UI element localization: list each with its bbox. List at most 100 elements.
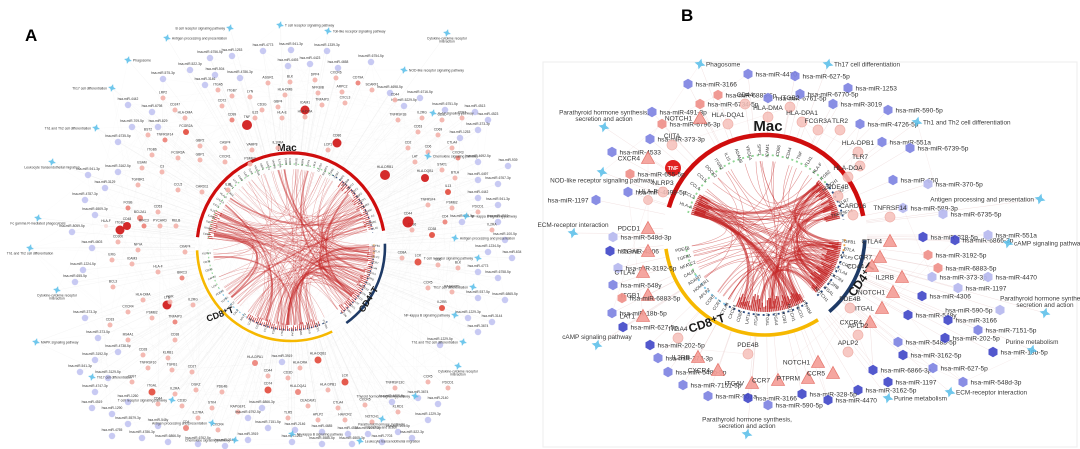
gene-node[interactable]	[342, 100, 348, 106]
gene-node[interactable]	[140, 352, 146, 358]
gene-node[interactable]	[259, 107, 265, 113]
pathway-icon[interactable]	[47, 157, 57, 167]
gene-node[interactable]	[414, 258, 422, 266]
pathway-icon[interactable]	[881, 391, 895, 405]
mirna-node[interactable]	[902, 309, 914, 321]
mirna-node[interactable]	[318, 428, 326, 436]
mirna-node[interactable]	[211, 71, 219, 79]
mirna-node[interactable]	[79, 266, 87, 274]
pathway-icon[interactable]	[595, 165, 609, 179]
gene-node[interactable]	[489, 227, 495, 233]
gene-node[interactable]	[179, 403, 185, 409]
pathway-icon[interactable]	[207, 418, 217, 428]
gene-node[interactable]	[148, 388, 156, 396]
mirna-node[interactable]	[108, 432, 116, 440]
mirna-node[interactable]	[288, 438, 296, 446]
mirna-node[interactable]	[897, 349, 909, 361]
pathway-icon[interactable]	[31, 337, 41, 347]
gene-node[interactable]	[395, 409, 401, 415]
gene-node[interactable]	[325, 147, 331, 153]
gene-node[interactable]	[155, 269, 161, 275]
gene-node[interactable]	[302, 114, 308, 120]
mirna-node[interactable]	[762, 399, 774, 411]
mirna-node[interactable]	[474, 158, 482, 166]
gene-node[interactable]	[842, 346, 854, 358]
mirna-node[interactable]	[81, 196, 89, 204]
gene-node[interactable]	[812, 124, 824, 136]
mirna-node[interactable]	[827, 98, 839, 110]
mirna-node[interactable]	[416, 94, 424, 102]
mirna-node[interactable]	[259, 47, 267, 55]
mirna-node[interactable]	[364, 430, 372, 438]
mirna-node[interactable]	[101, 184, 109, 192]
gene-node[interactable]	[264, 386, 272, 394]
gene-node[interactable]	[252, 360, 258, 366]
gene-node[interactable]	[449, 205, 455, 211]
gene-node[interactable]	[449, 289, 455, 295]
gene-node[interactable]	[665, 160, 681, 176]
gene-node[interactable]	[222, 145, 228, 151]
pathway-icon[interactable]	[225, 23, 235, 33]
mirna-node[interactable]	[408, 434, 416, 442]
mirna-node[interactable]	[264, 424, 272, 432]
pathway-icon[interactable]	[468, 282, 478, 292]
gene-node[interactable]	[844, 302, 856, 314]
gene-node[interactable]	[864, 258, 880, 272]
mirna-node[interactable]	[501, 236, 509, 244]
mirna-node[interactable]	[590, 194, 602, 206]
mirna-node[interactable]	[949, 234, 961, 246]
mirna-node[interactable]	[114, 348, 122, 356]
mirna-node[interactable]	[488, 318, 496, 326]
gene-node[interactable]	[435, 132, 441, 138]
gene-node[interactable]	[169, 367, 175, 373]
mirna-node[interactable]	[71, 278, 79, 286]
gene-node[interactable]	[252, 115, 258, 121]
mirna-node[interactable]	[228, 52, 236, 60]
gene-node[interactable]	[640, 220, 656, 234]
gene-node[interactable]	[325, 387, 331, 393]
gene-node[interactable]	[852, 146, 864, 158]
mirna-node[interactable]	[164, 438, 172, 446]
mirna-node[interactable]	[474, 328, 482, 336]
mirna-node[interactable]	[114, 138, 122, 146]
pathway-icon[interactable]	[377, 414, 387, 424]
mirna-node[interactable]	[424, 416, 432, 424]
gene-node[interactable]	[287, 79, 293, 85]
gene-node[interactable]	[425, 202, 431, 208]
pathway-icon[interactable]	[275, 20, 285, 30]
gene-node[interactable]	[215, 427, 221, 433]
gene-node[interactable]	[319, 102, 325, 108]
gene-node[interactable]	[672, 332, 684, 344]
pathway-icon[interactable]	[1025, 343, 1039, 357]
mirna-node[interactable]	[987, 346, 999, 358]
arc-cd8t[interactable]	[664, 248, 819, 337]
mirna-node[interactable]	[822, 394, 834, 406]
mirna-node[interactable]	[646, 106, 658, 118]
gene-node[interactable]	[189, 369, 195, 375]
mirna-node[interactable]	[236, 74, 244, 82]
gene-node[interactable]	[640, 243, 656, 257]
mirna-node[interactable]	[882, 104, 894, 116]
pathway-icon[interactable]	[590, 338, 604, 352]
mirna-node[interactable]	[206, 54, 214, 62]
mirna-node[interactable]	[484, 116, 492, 124]
gene-node[interactable]	[722, 118, 734, 130]
gene-node[interactable]	[285, 375, 291, 381]
gene-node[interactable]	[419, 115, 425, 121]
mirna-node[interactable]	[677, 379, 689, 391]
mirna-node[interactable]	[932, 262, 944, 274]
pathway-icon[interactable]	[123, 55, 133, 65]
gene-node[interactable]	[882, 233, 898, 247]
pathway-icon[interactable]	[1033, 192, 1047, 206]
gene-node[interactable]	[247, 94, 253, 100]
mirna-node[interactable]	[897, 202, 909, 214]
mirna-node[interactable]	[367, 58, 375, 66]
pathway-icon[interactable]	[453, 361, 463, 371]
gene-node[interactable]	[162, 137, 168, 143]
gene-node[interactable]	[342, 417, 348, 423]
mirna-node[interactable]	[742, 68, 754, 80]
gene-node[interactable]	[409, 227, 415, 233]
gene-node[interactable]	[739, 98, 751, 110]
mirna-node[interactable]	[68, 228, 76, 236]
gene-node[interactable]	[380, 170, 390, 180]
